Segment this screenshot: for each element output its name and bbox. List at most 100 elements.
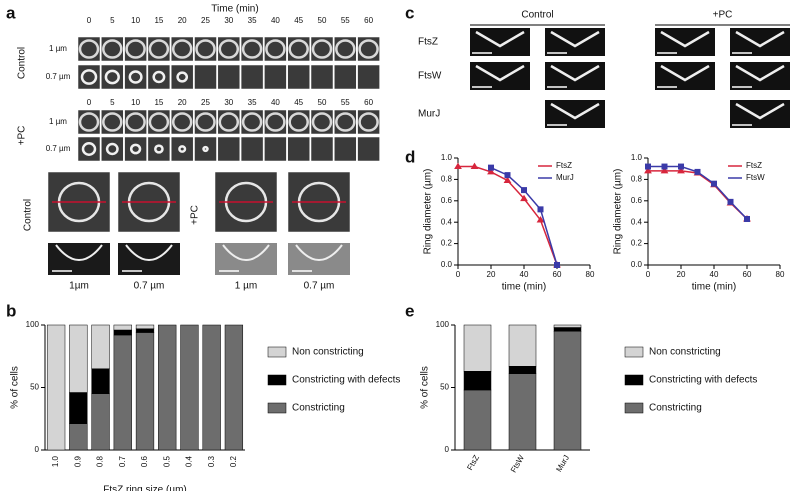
bar-segment [508,373,537,451]
x-axis-label: FtsZ ring size (µm) [103,485,187,491]
y-tick-label: 0 [35,445,40,454]
x-tick-label: 40 [710,270,719,279]
marker [711,180,717,187]
row-label: FtsZ [418,37,438,48]
time-label: 25 [201,98,210,107]
bar-segment [113,324,132,331]
ring [125,112,146,132]
ring [176,71,189,83]
y-tick-label: 0.6 [631,196,643,205]
kymograph [655,28,715,56]
kymo-trace [55,244,103,261]
micrograph [357,64,380,90]
bar-segment [135,332,155,451]
legend-swatch [624,402,644,414]
x-tick-label: FtsZ [465,453,481,471]
row-label: 1 µm [49,44,67,53]
x-tick-label: 0.7 [118,455,127,467]
ring [358,112,379,132]
micrograph [101,136,124,162]
ring [265,39,286,59]
bar-segment [91,324,110,369]
kymo-trace [550,64,600,82]
row-label: MurJ [418,109,440,120]
bar-segment [69,423,88,451]
time-label: 45 [294,16,303,25]
time-label: 0 [87,98,92,107]
kymograph [545,62,605,90]
micrograph [147,136,171,162]
y-tick-label: 0.0 [441,260,453,269]
micrograph [357,136,380,162]
time-label: 40 [271,98,280,107]
micrograph [310,64,334,90]
time-label: 10 [131,98,140,107]
ring [102,39,123,59]
micrograph [124,64,147,90]
panel-label: e [405,301,414,320]
ring [241,112,263,132]
marker [744,215,750,222]
kymograph [730,28,790,56]
ring [105,142,119,156]
bar-segment [202,324,221,451]
y-tick-label: 0.4 [631,217,643,226]
time-label: 25 [201,16,210,25]
x-tick-label: 0.9 [73,455,82,467]
time-label: 15 [154,16,163,25]
ring [125,39,146,59]
x-tick-label: 80 [586,270,595,279]
x-tick-label: 0.6 [140,455,149,467]
y-tick-label: 0.8 [631,175,643,184]
ring [171,39,193,59]
ring [128,70,143,84]
micrograph [170,136,194,162]
ring [218,112,240,132]
ring [102,112,123,132]
bar-segment [91,368,110,394]
micrograph [264,136,287,162]
bar-segment [508,366,537,374]
legend-label: Constricting [649,403,702,414]
marker [487,167,495,175]
marker [504,172,511,179]
y-tick-label: 50 [440,383,449,392]
time-label: 45 [294,98,303,107]
y-tick-label: 0.2 [441,239,453,248]
time-title: Time (min) [211,4,258,15]
micrograph [77,136,101,162]
marker [536,216,545,223]
ring [154,144,164,154]
micrograph [194,136,217,162]
ring [288,39,309,59]
kymo-trace [735,64,785,82]
y-axis-label: % of cells [420,366,431,409]
group-label: Control [23,199,34,231]
micrograph [77,64,101,90]
marker [521,187,527,194]
legend-label: FtsZ [746,161,762,170]
ring [288,112,309,132]
scale-label: 1µm [69,281,89,292]
micrograph [240,136,264,162]
ring [265,112,286,132]
micrograph [334,64,357,90]
micrograph [217,64,241,90]
x-axis-label: time (min) [502,282,546,293]
x-tick-label: MurJ [554,454,571,474]
kymo-trace [125,244,173,261]
kymograph [545,100,605,128]
ring [129,143,142,155]
group-label: Control [17,47,28,79]
marker [677,166,685,174]
time-label: 50 [318,16,327,25]
column-header: Control [521,10,553,21]
time-label: 35 [248,98,257,107]
row-label: FtsW [418,71,442,82]
y-tick-label: 0 [445,445,450,454]
kymograph [545,28,605,56]
ring [78,39,100,59]
bar-segment [113,334,132,451]
kymo-trace [660,64,710,82]
marker [454,162,462,170]
